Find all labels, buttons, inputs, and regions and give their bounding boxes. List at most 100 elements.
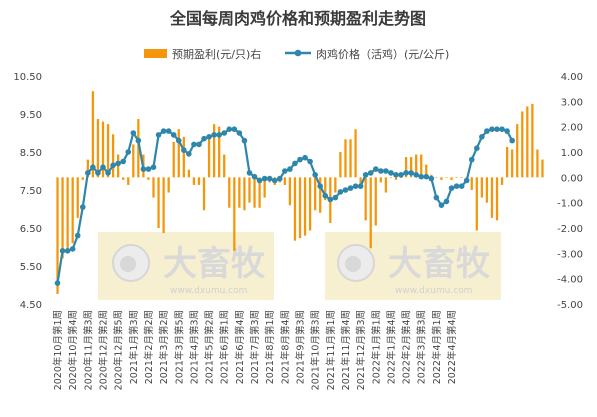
profit-bars [56,91,544,294]
watermark-right-text: 大畜牧 [388,244,491,284]
price-point [246,170,253,176]
profit-bar [218,126,221,178]
profit-bar [187,169,191,178]
price-point [458,183,465,189]
profit-bar [470,177,473,190]
profit-bar [389,177,393,178]
x-axis-tick-label: 2021年2月第2周 [143,310,155,384]
price-point [362,172,369,178]
profit-bar [122,177,125,180]
profit-bar [404,157,408,178]
x-axis-tick-label: 2021年10月第3周 [310,310,322,390]
price-point [79,204,86,210]
price-point [302,154,308,161]
profit-bar [490,177,494,218]
profit-bar [167,177,170,193]
profit-bar [374,177,377,226]
profit-bar [369,177,372,249]
price-point [110,162,116,169]
x-axis-tick-label: 2021年11月第4周 [340,310,352,390]
price-point [115,160,121,167]
price-point [438,202,445,208]
profit-bar [516,124,519,178]
legend-line-label: 肉鸡价格（活鸡）(元/公斤) [316,47,449,61]
price-point [282,168,288,174]
profit-bar [415,154,418,178]
price-point [428,175,435,182]
x-axis-tick-label: 2022年1月第4周 [385,310,397,384]
profit-bar [445,177,448,178]
legend-line-marker [294,49,302,57]
price-point [100,164,106,170]
price-point [170,132,177,138]
profit-bar [526,106,529,178]
profit-bar [192,177,196,185]
price-point [489,126,495,132]
x-axis-tick-label: 2021年1月第3周 [128,310,140,384]
price-point [479,134,485,140]
profit-bar [86,159,89,178]
price-point [383,168,389,174]
x-axis-tick-label: 2021年8月第4周 [279,310,291,384]
price-point [322,192,329,199]
price-point [357,183,364,189]
profit-bar [157,177,160,228]
price-point [256,177,263,184]
profit-bar [505,146,509,178]
price-point [468,156,475,163]
profit-bar [409,157,413,178]
price-point [54,280,61,286]
profit-bar [106,124,110,178]
price-line-group [54,126,515,286]
price-point [292,160,298,167]
watermark-right-url: www.dxumu.com [395,286,472,296]
price-point [85,170,91,176]
right-axis-tick-label: 1.00 [561,148,583,159]
profit-bar [243,177,246,211]
x-axis-tick-label: 2021年7月第3周 [249,310,261,384]
price-point [413,172,419,178]
x-axis-tick-label: 2021年6月第1周 [219,310,231,384]
price-point [393,172,399,178]
profit-bar [541,159,544,178]
profit-bar [233,177,236,251]
price-point [231,126,238,132]
profit-bar [536,149,539,178]
left-axis-tick-label: 7.50 [20,186,42,197]
x-axis-tick-label: 2021年6月第4周 [234,310,246,384]
x-axis-tick-label: 2022年2月第4周 [401,310,413,384]
price-point [90,164,96,170]
profit-bar [500,177,504,185]
price-point [130,130,137,136]
price-point [261,175,268,182]
profit-bar [137,119,140,178]
profit-bar [248,177,251,203]
profit-bar [531,103,534,178]
price-point [453,183,460,189]
price-point [59,248,66,254]
left-axis-tick-label: 9.50 [20,110,42,121]
profit-bar [394,177,398,180]
price-point [69,246,76,252]
price-point [474,145,480,151]
price-point [145,166,152,172]
price-point [287,166,293,172]
legend: 预期盈利(元/只)右 肉鸡价格（活鸡）(元/公斤) [144,47,449,61]
price-point [236,130,243,136]
profit-bar [334,177,337,193]
price-point [317,183,324,189]
profit-bar [111,134,115,178]
right-axis-tick-label: -5.00 [557,300,583,311]
watermark-right-logo-core-icon [345,256,361,272]
profit-bar [349,139,352,178]
price-point [327,196,334,203]
profit-bar [288,177,292,206]
x-axis-tick-label: 2021年11月第1周 [325,310,337,390]
profit-bar [263,177,266,198]
profit-bar [354,129,357,178]
profit-bar [56,177,59,294]
watermark-left-url: www.dxumu.com [170,286,247,296]
price-point [403,170,409,176]
x-axis-tick-label: 2020年11月第3周 [82,310,94,390]
